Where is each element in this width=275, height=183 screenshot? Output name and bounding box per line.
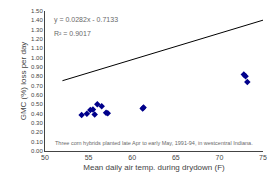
svg-text:1.30: 1.30 — [31, 27, 43, 33]
svg-text:0.20: 0.20 — [31, 129, 43, 135]
svg-text:75: 75 — [259, 154, 267, 161]
svg-text:GMC (%) loss per day: GMC (%) loss per day — [19, 42, 28, 121]
svg-text:0.70: 0.70 — [31, 83, 43, 89]
svg-text:1.10: 1.10 — [31, 45, 43, 51]
svg-text:55: 55 — [85, 154, 93, 161]
svg-text:1.20: 1.20 — [31, 36, 43, 42]
svg-text:65: 65 — [172, 154, 180, 161]
svg-text:0.80: 0.80 — [31, 73, 43, 79]
svg-text:0.10: 0.10 — [31, 139, 43, 145]
svg-text:y = 0.0282x - 0.7133: y = 0.0282x - 0.7133 — [54, 16, 118, 24]
svg-text:0.40: 0.40 — [31, 111, 43, 117]
svg-text:0.90: 0.90 — [31, 64, 43, 70]
svg-text:1.00: 1.00 — [31, 55, 43, 61]
svg-text:0.00: 0.00 — [31, 148, 43, 154]
svg-text:0.30: 0.30 — [31, 120, 43, 126]
svg-text:0.60: 0.60 — [31, 92, 43, 98]
svg-text:R² = 0.9017: R² = 0.9017 — [54, 30, 91, 37]
svg-text:0.50: 0.50 — [31, 101, 43, 107]
svg-text:1.50: 1.50 — [31, 8, 43, 14]
svg-text:Mean daily air temp. during dr: Mean daily air temp. during drydown (F) — [83, 163, 225, 172]
svg-text:50: 50 — [41, 154, 49, 161]
svg-text:70: 70 — [216, 154, 224, 161]
svg-text:60: 60 — [128, 154, 136, 161]
svg-text:Three corn hybrids planted lat: Three corn hybrids planted late Apr to e… — [55, 140, 253, 146]
svg-text:1.40: 1.40 — [31, 17, 43, 23]
